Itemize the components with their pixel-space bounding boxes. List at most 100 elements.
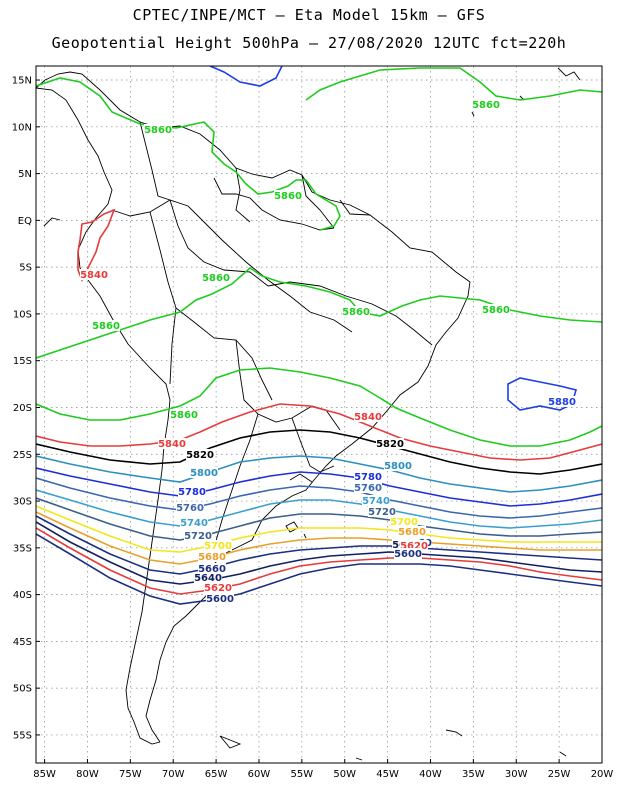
lon-tick-label: 20W [591, 769, 614, 780]
contour-label: 5680 [198, 552, 226, 563]
contour-label-bg [186, 449, 214, 460]
contour-label: 5860 [144, 125, 172, 136]
contour-labels: 5860 5860 5860 5860 5860 5860 5860 5860 5880 5840… [80, 99, 576, 605]
lon-tick-label: 85W [33, 769, 56, 780]
contour-5640 [36, 521, 602, 585]
contour-label: 5800 [384, 461, 412, 472]
contour-label: 5880 [548, 397, 576, 408]
contour-label: 5720 [184, 531, 212, 542]
map-title-line1: CPTEC/INPE/MCT – Eta Model 15km – GFS [132, 6, 486, 24]
contour-label-bg [206, 593, 234, 604]
contour-label: 5840 [158, 439, 186, 450]
lat-lon-grid [36, 66, 603, 763]
contour-label-bg [204, 540, 232, 551]
contour-5680 [36, 511, 602, 565]
contour-label-bg [204, 582, 232, 593]
contour-label-bg [144, 124, 172, 135]
contour-label: 5840 [80, 270, 108, 281]
lon-tick-label: 60W [248, 769, 271, 780]
coastline-and-borders [36, 67, 581, 761]
map-title-line2: Geopotential Height 500hPa – 27/08/2020 … [51, 34, 567, 52]
contour-label-bg [354, 482, 382, 493]
contour-label-bg [368, 506, 396, 517]
lat-tick-label: 5S [19, 263, 32, 274]
contour-5780 [36, 467, 602, 507]
contour-label: 5820 [376, 439, 404, 450]
contour-label: 5640 [194, 573, 222, 584]
contour-label: 5740 [180, 518, 208, 529]
contour-label-bg [354, 411, 382, 422]
lon-tick-label: 40W [419, 769, 442, 780]
lat-tick-label: 30S [13, 497, 32, 508]
contour-label: 5740 [362, 496, 390, 507]
contour-label: 5860 [472, 100, 500, 111]
contour-label: 5620 [204, 583, 232, 594]
contour-5860-north [36, 67, 602, 231]
contour-label-bg [80, 269, 108, 280]
contour-label: 5760 [176, 503, 204, 514]
lon-tick-label: 65W [205, 769, 228, 780]
contour-label-bg [180, 517, 208, 528]
contour-label-bg [400, 540, 428, 551]
lat-tick-label: 10S [13, 309, 32, 320]
geopotential-contours [36, 66, 602, 605]
contour-5860-south [36, 367, 602, 447]
contour-label-bg [548, 396, 576, 407]
contour-label-bg [170, 409, 198, 420]
lat-tick-label: 55S [13, 730, 32, 741]
contour-5800 [36, 455, 602, 493]
contour-label-bg [342, 306, 370, 317]
lat-tick-label: 35S [13, 543, 32, 554]
contour-label: 5840 [354, 412, 382, 423]
contour-5620 [36, 527, 602, 595]
contour-label: 5700 [390, 517, 418, 528]
contour-label-bg [394, 548, 422, 559]
contour-5860-middle [36, 266, 602, 359]
contour-label: 5780 [354, 472, 382, 483]
contour-5760 [36, 477, 602, 519]
contour-label-bg [390, 516, 418, 527]
contour-label: 5820 [186, 450, 214, 461]
contour-label: 5860 [342, 307, 370, 318]
contour-label: 5700 [204, 541, 232, 552]
lon-tick-label: 35W [462, 769, 485, 780]
lat-tick-label: 15S [13, 356, 32, 367]
contour-label: 5860 [274, 191, 302, 202]
contour-label: 5680 [398, 527, 426, 538]
axis-tick-labels: 15N 10N 5N EQ 5S 10S 15S 20S 25S 30S 35S 40S 45S 50S 5… [12, 76, 614, 780]
contour-label-bg [384, 460, 412, 471]
contour-label: 5760 [354, 483, 382, 494]
lon-tick-label: 25W [548, 769, 571, 780]
contour-label-bg [92, 320, 120, 331]
contour-label: 5860 [170, 410, 198, 421]
contour-label: 5780 [178, 487, 206, 498]
lon-tick-label: 55W [291, 769, 314, 780]
contour-label-bg [190, 467, 218, 478]
contour-5660 [36, 515, 602, 575]
lon-tick-label: 70W [162, 769, 185, 780]
contour-5840 [36, 403, 602, 461]
contour-label-bg [362, 495, 390, 506]
contour-5820 [36, 429, 602, 475]
contour-label-bg [178, 486, 206, 497]
contour-label-bg [176, 502, 204, 513]
contour-label-bg [202, 272, 230, 283]
contour-label: 5620 [400, 541, 428, 552]
lon-tick-label: 75W [119, 769, 142, 780]
lat-tick-label: 40S [13, 590, 32, 601]
contour-label: 5860 [482, 305, 510, 316]
contour-label-bg [482, 304, 510, 315]
contour-label-bg [158, 438, 186, 449]
plot-frame [35, 65, 603, 764]
contour-5720 [36, 497, 602, 541]
lat-tick-label: 15N [12, 76, 32, 87]
contour-label-bg [198, 563, 226, 574]
contour-label-bg [184, 530, 212, 541]
contour-label: 5800 [190, 468, 218, 479]
contour-label-bg [274, 190, 302, 201]
contour-5740 [36, 489, 602, 529]
lat-tick-label: EQ [18, 216, 32, 227]
contour-label: 5860 [92, 321, 120, 332]
contour-label-bg [194, 572, 222, 583]
